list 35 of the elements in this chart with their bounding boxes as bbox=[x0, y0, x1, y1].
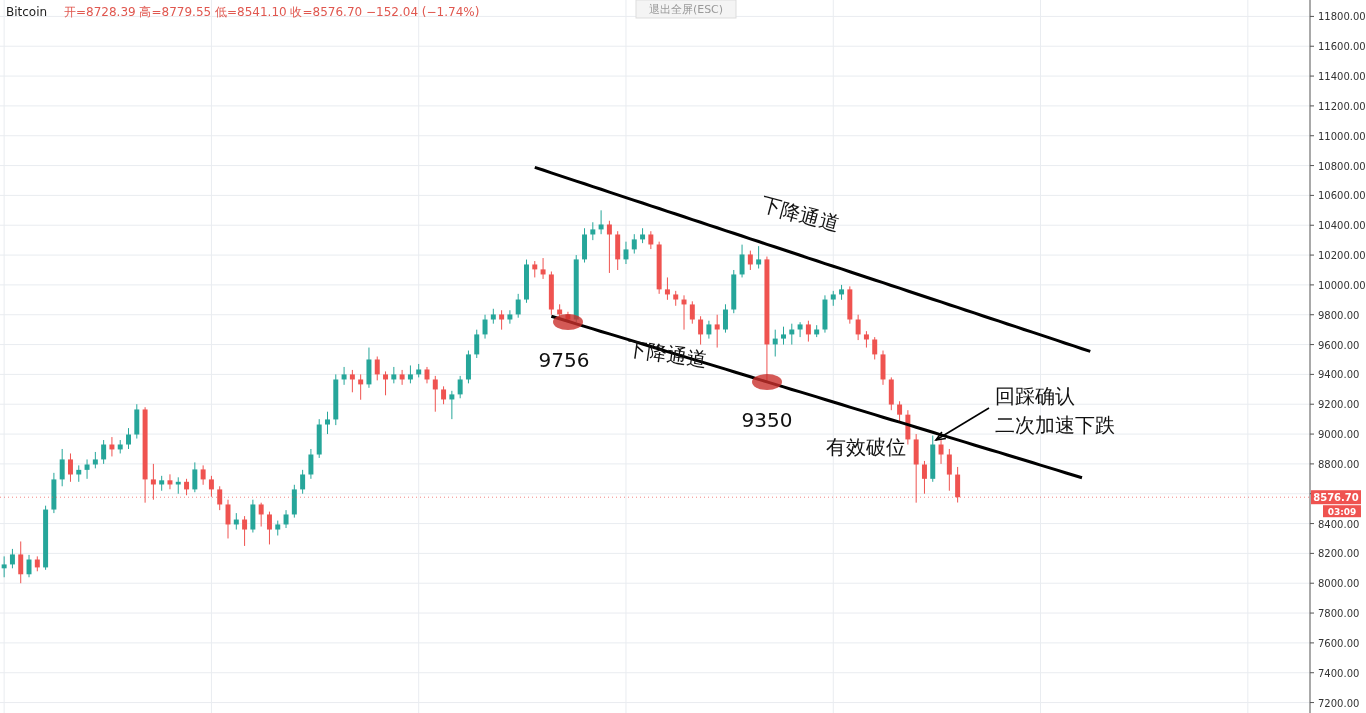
annotation: 下降通道 bbox=[625, 336, 709, 372]
y-tick-label: 8000.00 bbox=[1318, 578, 1360, 590]
y-tick-label: 7800.00 bbox=[1318, 608, 1360, 620]
y-tick-label: 7200.00 bbox=[1318, 697, 1360, 709]
y-tick-label: 11400.00 bbox=[1318, 71, 1366, 83]
y-tick-label: 10400.00 bbox=[1318, 220, 1366, 232]
y-tick-label: 10200.00 bbox=[1318, 250, 1366, 262]
y-tick-label: 10800.00 bbox=[1318, 160, 1366, 172]
annotation: 二次加速下跌 bbox=[995, 413, 1115, 437]
exit-button: 退出全屏(ESC) bbox=[635, 0, 737, 19]
annotation: 退出全屏(ESC) bbox=[648, 3, 724, 16]
y-tick-label: 9000.00 bbox=[1318, 429, 1360, 441]
annotation: 有效破位 bbox=[826, 435, 906, 459]
y-tick-label: 9200.00 bbox=[1318, 399, 1360, 411]
text: 开=8728.39 高=8779.55 低=8541.10 收=8576.70 −152.04 (−1.74%) bbox=[64, 5, 480, 19]
y-tick-label: 7400.00 bbox=[1318, 667, 1360, 679]
y-tick-label: 10000.00 bbox=[1318, 279, 1366, 291]
y-tick-label: 8200.00 bbox=[1318, 548, 1360, 560]
time-tag: 03:09 bbox=[1323, 505, 1361, 518]
y-tick-label: 8800.00 bbox=[1318, 458, 1360, 470]
y-tick-label: 11800.00 bbox=[1318, 11, 1366, 23]
y-tick-label: 11600.00 bbox=[1318, 41, 1366, 53]
y-tick-label: 7600.00 bbox=[1318, 637, 1360, 649]
y-tick-label: 8400.00 bbox=[1318, 518, 1360, 530]
y-tick-label: 9400.00 bbox=[1318, 369, 1360, 381]
text: Bitcoin bbox=[6, 5, 48, 19]
annotation: 回踩确认 bbox=[995, 384, 1075, 408]
y-tick-label: 9600.00 bbox=[1318, 339, 1360, 351]
y-tick-label: 9800.00 bbox=[1318, 309, 1360, 321]
y-tick-label: 11000.00 bbox=[1318, 130, 1366, 142]
y-tick-label: 10600.00 bbox=[1318, 190, 1366, 202]
annotation: 9350 bbox=[741, 408, 793, 432]
y-tick-label: 11200.00 bbox=[1318, 100, 1366, 112]
annotation: 9756 bbox=[538, 348, 590, 372]
annotation: 下降通道 bbox=[758, 192, 842, 236]
